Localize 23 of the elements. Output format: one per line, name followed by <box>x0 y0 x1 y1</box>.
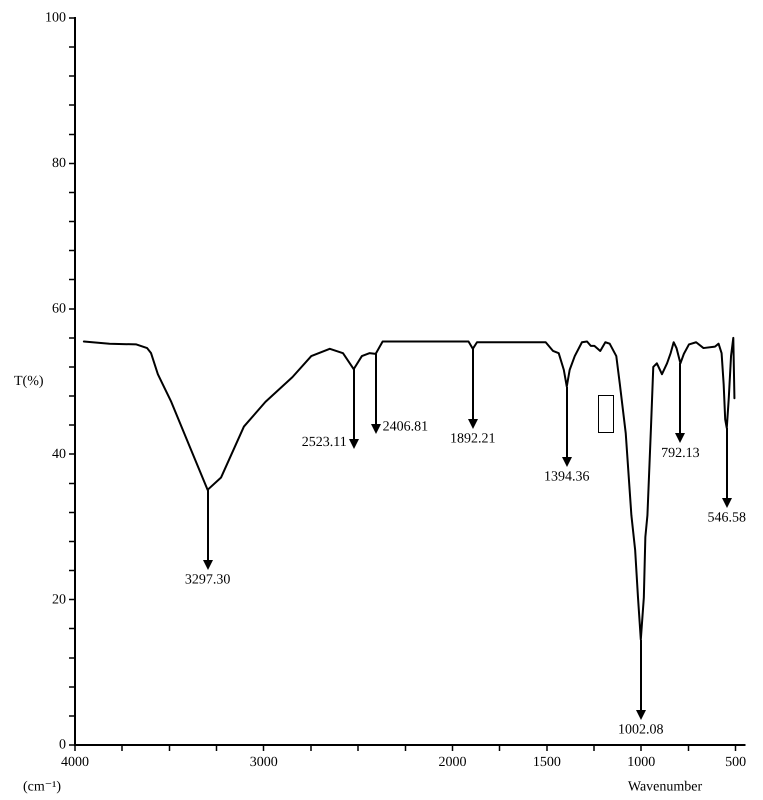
x-tick-label: 3000 <box>250 755 278 770</box>
annotation: 792.13 <box>661 446 700 461</box>
annotation: 1394.36 <box>544 469 590 484</box>
annotation: 1892.21 <box>450 431 496 446</box>
x-tick-label: 2000 <box>438 755 466 770</box>
x-tick-label: 1000 <box>627 755 656 770</box>
text: (cm⁻¹) <box>22 780 62 795</box>
annotation: 2523.11 <box>302 434 347 450</box>
y-tick-label: 20 <box>52 592 66 608</box>
x-tick-label: 1500 <box>532 755 561 770</box>
y-tick-label: 60 <box>52 301 66 316</box>
x-tick-label: 4000 <box>61 755 89 770</box>
annotation: 2406.81 <box>382 420 428 435</box>
x-axis-title: Wavenumber <box>628 780 702 795</box>
annotation: 3297.30 <box>184 572 230 588</box>
y-axis-title: T(%) <box>14 374 44 390</box>
y-tick-label: 100 <box>45 10 66 26</box>
y-tick-label: 0 <box>59 738 66 753</box>
y-tick-label: 40 <box>52 446 66 462</box>
annotation: 546.58 <box>708 510 746 526</box>
x-tick-label: 500 <box>725 755 746 770</box>
y-tick-label: 80 <box>52 156 66 172</box>
annotation: 1002.08 <box>618 722 664 738</box>
